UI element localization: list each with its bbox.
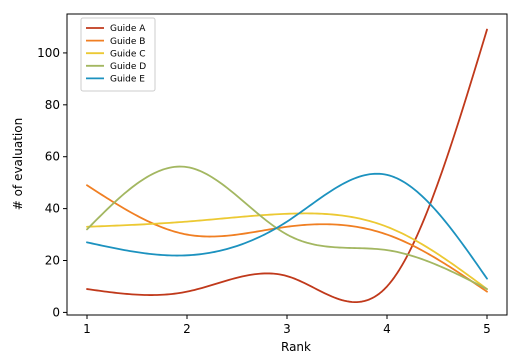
legend-label: Guide D xyxy=(110,62,146,72)
x-tick-label: 2 xyxy=(183,322,191,336)
legend-box xyxy=(80,17,156,92)
x-tick-label: 1 xyxy=(83,322,91,336)
y-tick-label: 0 xyxy=(52,305,60,319)
series-line-guide-e xyxy=(86,172,488,280)
series-line-guide-a xyxy=(86,28,488,304)
y-tick-label: 40 xyxy=(45,202,60,216)
series-line-guide-d xyxy=(86,165,488,290)
y-tick-label: 20 xyxy=(45,254,60,268)
y-axis-title: # of evaluation xyxy=(11,118,25,210)
legend-label: Guide C xyxy=(110,49,146,59)
y-tick-label: 60 xyxy=(45,150,60,164)
x-axis-title: Rank xyxy=(281,340,311,354)
legend-label: Guide B xyxy=(110,37,145,47)
x-tick-label: 5 xyxy=(483,322,491,336)
legend: Guide A Guide B Guide C Guide D Guide E xyxy=(80,17,156,92)
x-axis: 1 2 3 4 5 xyxy=(83,315,491,336)
y-axis: 0 20 40 60 80 100 xyxy=(37,46,67,319)
series-layer xyxy=(86,28,488,304)
x-tick-label: 4 xyxy=(383,322,391,336)
y-tick-label: 100 xyxy=(37,46,60,60)
legend-label: Guide A xyxy=(110,24,146,34)
series-line-guide-c xyxy=(86,212,488,290)
x-tick-label: 3 xyxy=(283,322,291,336)
y-tick-label: 80 xyxy=(45,98,60,112)
legend-label: Guide E xyxy=(110,75,145,85)
